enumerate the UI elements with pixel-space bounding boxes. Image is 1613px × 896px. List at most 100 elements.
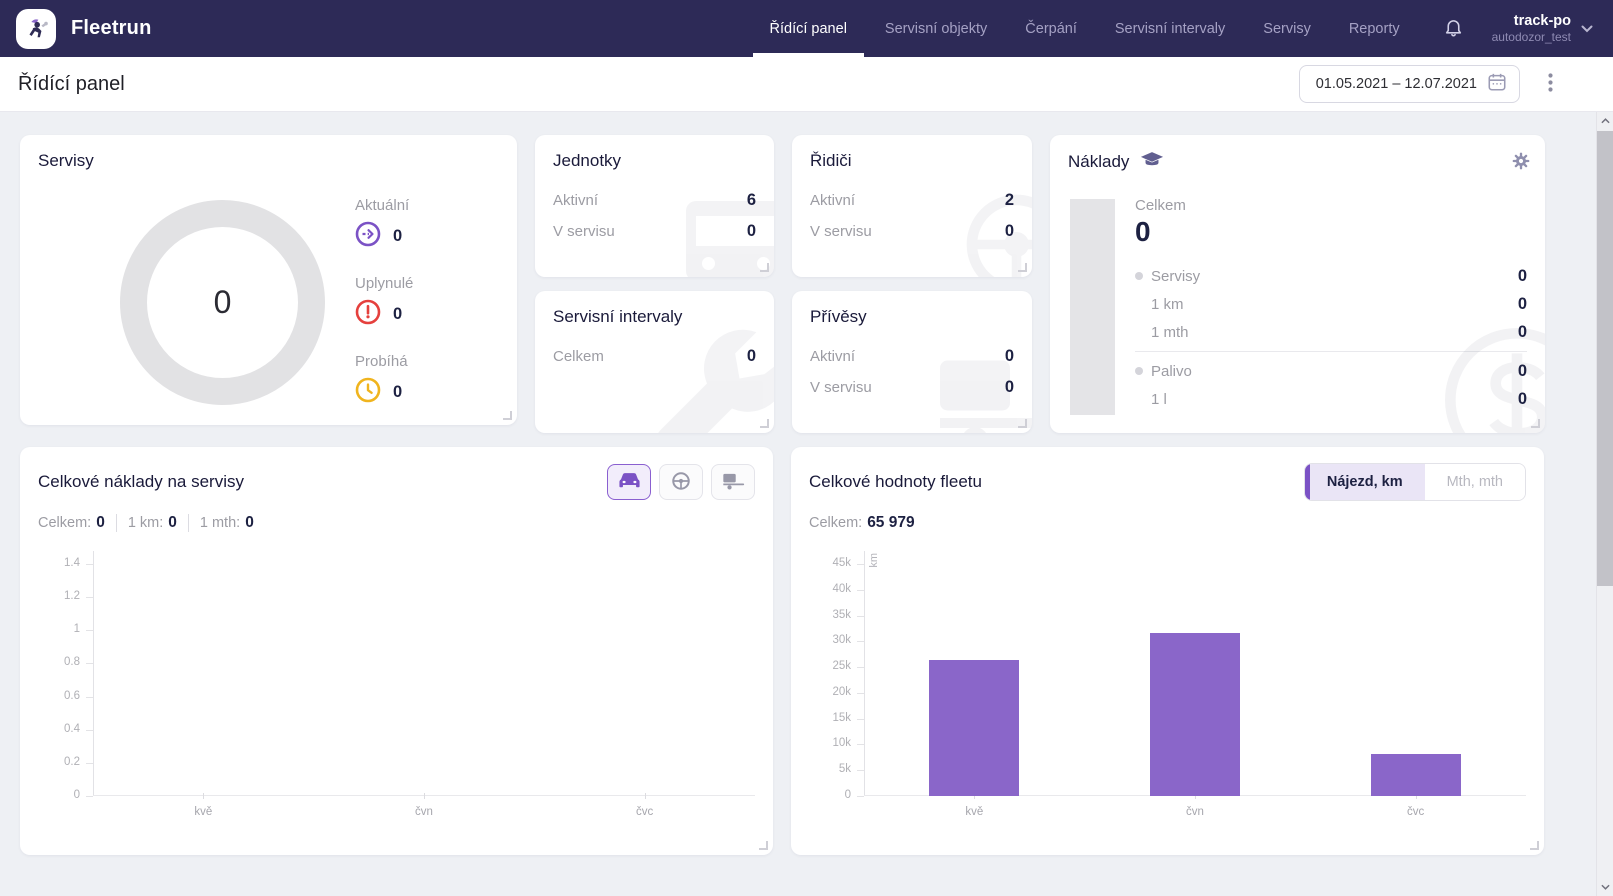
chart-stat-value: 0: [245, 514, 254, 531]
nav-item-cerpani[interactable]: Čerpání: [1025, 20, 1077, 37]
y-tick-label: 30k: [832, 634, 851, 647]
chart-right-title: Celkové hodnoty fleetu: [809, 472, 982, 491]
resize-handle[interactable]: [759, 841, 768, 850]
naklady-group-label: Servisy: [1151, 267, 1201, 285]
y-tick-label: 0: [73, 789, 80, 801]
user-menu[interactable]: track-po autodozor_test: [1492, 12, 1593, 45]
naklady-sub-row: 1 mth 0: [1135, 318, 1527, 346]
stat-value: 0: [746, 347, 756, 365]
naklady-sub-label: 1 km: [1151, 295, 1184, 313]
brand[interactable]: Fleetrun: [16, 8, 152, 49]
car-icon: [618, 471, 641, 493]
stat-value: 0: [1004, 222, 1014, 240]
y-tick-label: 0: [844, 789, 851, 801]
kebab-menu-icon: [1548, 73, 1553, 95]
y-tick-label: 1.2: [64, 590, 80, 603]
stat-row: V servisu 0: [553, 216, 756, 247]
user-account: autodozor_test: [1491, 30, 1571, 45]
x-tick-label: kvě: [965, 806, 984, 818]
x-tick-mark: [1415, 793, 1417, 799]
mode-button-trailer[interactable]: [711, 464, 755, 500]
card-naklady-title: Náklady: [1068, 152, 1130, 171]
y-tick-label: 1.4: [64, 557, 80, 569]
resize-handle[interactable]: [1530, 841, 1539, 850]
more-options-button[interactable]: [1544, 69, 1557, 99]
steering-wheel-icon: [671, 471, 691, 494]
naklady-celkem-label: Celkem: [1135, 197, 1186, 214]
card-ridici-title: Řidiči: [810, 151, 852, 170]
mode-button-steering-wheel[interactable]: [659, 464, 703, 500]
stat-row: Aktivní 2: [810, 185, 1014, 216]
brand-name: Fleetrun: [71, 17, 152, 39]
naklady-settings-button[interactable]: [1511, 151, 1531, 174]
naklady-group-label: Palivo: [1151, 362, 1192, 380]
nav-item-servisni-objekty[interactable]: Servisní objekty: [884, 20, 988, 37]
top-navbar: Fleetrun Řídící panel Servisní objekty Čer…: [0, 0, 1613, 57]
stat-label: V servisu: [553, 223, 615, 240]
legend-value: 0: [393, 227, 403, 245]
bar-kvě: [929, 660, 1020, 796]
y-tick-label: 5k: [838, 763, 851, 776]
bell-icon: [1443, 16, 1464, 41]
resize-handle[interactable]: [1018, 419, 1027, 428]
chevron-down-icon: [1581, 20, 1593, 38]
naklady-sub-row: 1 l 0: [1135, 385, 1527, 413]
card-servisni-intervaly: Servisní intervaly Celkem 0: [535, 291, 774, 433]
card-ridici: Řidiči Aktivní 2 V servisu 0: [792, 135, 1032, 277]
unit-toggle-group: Nájezd, km Mth, mth: [1303, 463, 1526, 501]
y-tick-mark: [86, 630, 93, 632]
legend-label: Aktuální: [355, 197, 410, 214]
resize-handle[interactable]: [1018, 263, 1027, 272]
servisy-donut-chart: 0: [120, 200, 325, 405]
legend-value: 0: [393, 305, 403, 323]
y-tick-mark: [857, 589, 864, 591]
stat-label: V servisu: [810, 223, 872, 240]
toggle-inactive[interactable]: Mth, mth: [1424, 464, 1525, 500]
nav-item-servisy[interactable]: Servisy: [1263, 20, 1311, 37]
y-tick-mark: [86, 696, 93, 698]
chart-left-stats: Celkem: 0 1 km: 0 1 mth: 0: [38, 513, 755, 533]
chart-stat: 1 km: 0: [115, 514, 177, 532]
page-header: Řídící panel 01.05.2021 – 12.07.2021: [0, 57, 1613, 112]
chart-right-stats: Celkem: 65 979: [809, 513, 1526, 533]
nav-item-reporty[interactable]: Reporty: [1348, 20, 1400, 37]
page-title: Řídící panel: [18, 72, 125, 95]
y-tick-label: 15k: [832, 711, 851, 724]
clock-icon: [355, 377, 381, 408]
nav-item-servisni-intervaly[interactable]: Servisní intervaly: [1114, 20, 1226, 37]
toggle-active[interactable]: Nájezd, km: [1304, 464, 1425, 500]
naklady-sub-label: 1 mth: [1151, 323, 1189, 341]
chart-stat-label: Celkem:: [809, 515, 863, 531]
y-tick-mark: [857, 641, 864, 643]
resize-handle[interactable]: [760, 263, 769, 272]
card-jednotky-title: Jednotky: [553, 151, 622, 170]
x-tick-mark: [1195, 793, 1196, 799]
vertical-scrollbar: [1596, 112, 1613, 896]
nav-item-ridici-panel[interactable]: Řídící panel: [752, 0, 865, 57]
notifications-button[interactable]: [1443, 16, 1464, 41]
resize-handle[interactable]: [1531, 419, 1540, 428]
x-tick-mark: [974, 793, 976, 799]
y-tick-label: 20k: [832, 685, 851, 698]
card-privesy-title: Přívěsy: [810, 307, 867, 326]
x-tick-label: čvc: [1407, 806, 1425, 818]
date-range-picker[interactable]: 01.05.2021 – 12.07.2021: [1298, 65, 1520, 103]
mode-button-car[interactable]: [607, 464, 651, 500]
resize-handle[interactable]: [503, 411, 512, 420]
bar-čvc: [1370, 754, 1461, 796]
resize-handle[interactable]: [760, 419, 769, 428]
gear-icon: [1511, 152, 1531, 174]
scrollbar-thumb[interactable]: [1597, 131, 1613, 586]
dashboard: Servisy 0 Aktuální 0 Uplynulé 0 Probíhá 0 Jed…: [20, 135, 1545, 855]
y-axis-unit-label: km: [868, 553, 880, 568]
scroll-down-button[interactable]: [1597, 878, 1613, 896]
legend-value: 0: [393, 383, 403, 401]
date-range-value: 01.05.2021 – 12.07.2021: [1315, 76, 1477, 92]
y-tick-label: 40k: [832, 582, 851, 595]
x-tick-label: čvn: [1186, 806, 1204, 818]
x-tick-label: čvn: [415, 806, 433, 818]
scroll-up-button[interactable]: [1597, 112, 1613, 130]
naklady-groups: Servisy 0 1 km 0 1 mth 0 Palivo 0 1 l 0: [1135, 262, 1527, 413]
card-jednotky: Jednotky Aktivní 6 V servisu 0: [535, 135, 774, 277]
y-tick-mark: [857, 796, 864, 797]
